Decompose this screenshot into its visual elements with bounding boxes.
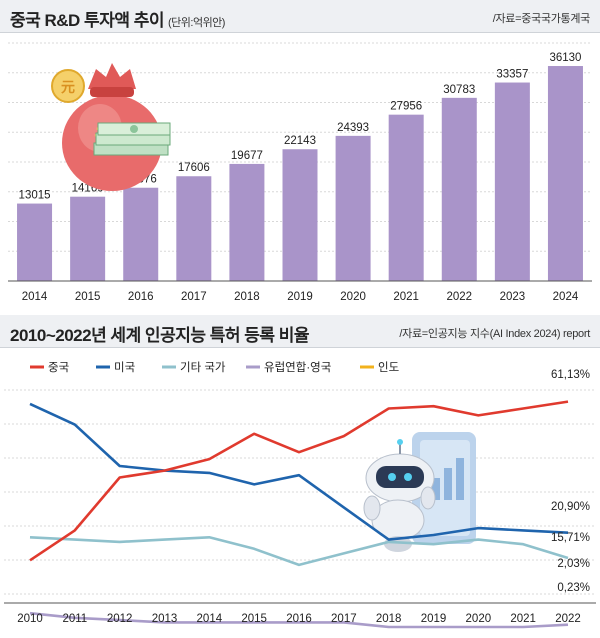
line-x-tick-labels: 2010 2011 2012 2013 2014 2015 2016 2017 2018 2019… [17,613,581,625]
top-unit-label: (단위:억위안) [167,17,225,29]
line-x-tick-label: 2014 [197,613,223,625]
svg-text:元: 元 [61,79,75,95]
bar-x-tick-label: 2016 [128,291,154,303]
line-series-path [29,536,569,567]
bar [441,97,477,281]
line-x-tick-label: 2011 [62,613,87,625]
line-series [29,400,569,629]
top-title-text: 중국 R&D 투자액 추이 [10,11,164,30]
bar-x-tick-label: 2014 [22,291,48,303]
bar [335,135,371,281]
bar-value-label: 33357 [496,69,528,81]
line-end-label: 61,13% [551,369,590,381]
line-x-tick-label: 2020 [466,613,492,625]
line-end-label: 0,23% [557,582,590,594]
bar [229,163,265,281]
bar-chart: 1301514169156761760619677221432439327956… [8,42,592,303]
bar-x-tick-label: 2024 [553,291,579,303]
top-title-bar: 중국 R&D 투자액 추이 (단위:억위안) /자료=중국국가통계국 [0,0,600,33]
line-chart: 중국 미국 기타 국가 유럽연합·영국 인도 61,13% 20,90% 15,71% 2,0… [4,360,596,629]
bar [17,203,53,281]
line-x-tick-label: 2013 [152,613,178,625]
line-legend: 중국 미국 기타 국가 유럽연합·영국 인도 [30,360,399,374]
legend-label: 유럽연합·영국 [264,360,331,374]
line-x-tick-label: 2019 [421,613,447,625]
bottom-title-bar: 2010~2022년 세계 인공지능 특허 등록 비율 /자료=인공지능 지수(… [0,315,600,348]
bar [176,176,212,281]
bar [494,82,530,281]
bar-x-tick-label: 2019 [287,291,313,303]
bottom-chart-title: 2010~2022년 세계 인공지능 특허 등록 비율 [10,326,310,345]
bar [388,114,424,281]
line-series-path [29,402,569,541]
bar-value-label: 24393 [337,122,369,134]
line-end-label: 20,90% [551,501,590,513]
bar [547,66,583,281]
line-series-path [29,400,569,562]
legend-label: 중국 [48,362,69,374]
bar [70,196,106,281]
line-grid [4,389,596,595]
bar-x-tick-label: 2018 [234,291,260,303]
line-series-path [29,611,569,629]
bar-series: 1301514169156761760619677221432439327956… [17,52,583,281]
line-x-tick-label: 2022 [555,613,581,625]
legend-label: 미국 [114,361,135,374]
bar-x-tick-label: 2023 [500,291,526,303]
bar-value-label: 36130 [549,52,581,64]
line-x-tick-label: 2015 [241,613,267,625]
coin-icon: 元 [51,69,85,103]
line-x-tick-label: 2010 [17,613,43,625]
bar-value-label: 19677 [231,150,263,162]
bar-value-label: 22143 [284,135,316,147]
line-end-label: 15,71% [551,532,590,544]
bar-value-label: 13015 [19,190,51,202]
line-x-tick-label: 2012 [107,613,133,625]
bar-x-tick-label: 2020 [340,291,366,303]
bar-x-tick-label: 2022 [446,291,472,303]
bar-x-tick-labels: 2014 2015 2016 2017 2018 2019 2020 2021 2022 2023… [22,291,579,303]
banknote-icon [93,122,171,156]
bar-value-label: 17606 [178,162,210,174]
bar [282,149,318,281]
line-x-tick-label: 2018 [376,613,402,625]
bar-x-tick-label: 2017 [181,291,207,303]
robot-icon [363,432,476,552]
line-x-tick-label: 2016 [286,613,312,625]
bar-value-label: 27956 [390,101,422,113]
legend-label: 인도 [378,361,399,374]
top-source: /자료=중국국가통계국 [492,13,591,25]
bar-x-tick-label: 2015 [75,291,101,303]
bottom-source: /자료=인공지능 지수(AI Index 2024) report [399,328,590,340]
line-end-labels: 61,13% 20,90% 15,71% 2,03% 0,23% [551,369,590,594]
top-chart-title: 중국 R&D 투자액 추이 (단위:억위안) [10,6,225,31]
line-end-label: 2,03% [557,558,590,570]
line-x-tick-label: 2017 [331,613,357,625]
bar [123,187,159,281]
bar-value-label: 30783 [443,84,475,96]
bar-x-tick-label: 2021 [393,291,419,303]
legend-label: 기타 국가 [180,361,226,374]
line-x-tick-label: 2021 [510,613,536,625]
